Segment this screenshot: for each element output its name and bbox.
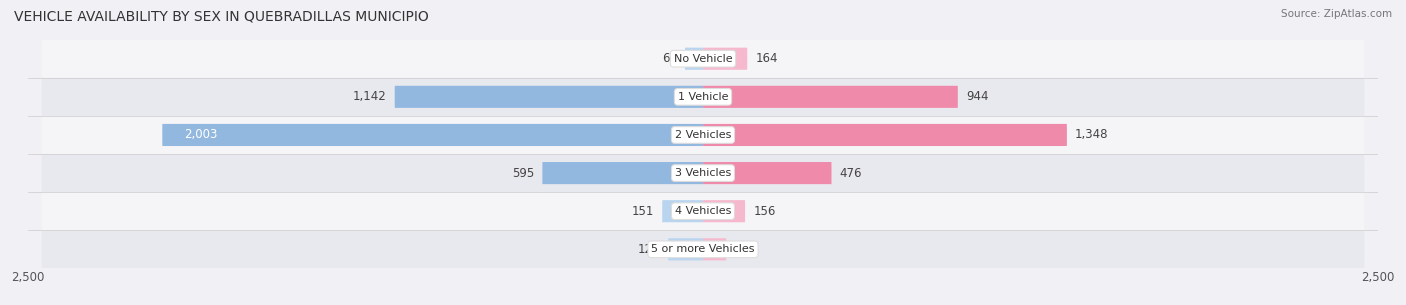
FancyBboxPatch shape [662, 200, 703, 222]
Text: 151: 151 [631, 205, 654, 218]
Text: Source: ZipAtlas.com: Source: ZipAtlas.com [1281, 9, 1392, 19]
Text: 67: 67 [662, 52, 676, 65]
FancyBboxPatch shape [42, 116, 1364, 154]
FancyBboxPatch shape [703, 200, 745, 222]
Text: 86: 86 [734, 243, 749, 256]
Text: 1,142: 1,142 [353, 90, 387, 103]
Text: 129: 129 [637, 243, 659, 256]
FancyBboxPatch shape [162, 124, 703, 146]
FancyBboxPatch shape [543, 162, 703, 184]
FancyBboxPatch shape [703, 238, 727, 260]
FancyBboxPatch shape [668, 238, 703, 260]
FancyBboxPatch shape [703, 48, 747, 70]
FancyBboxPatch shape [703, 162, 831, 184]
Text: 3 Vehicles: 3 Vehicles [675, 168, 731, 178]
FancyBboxPatch shape [703, 86, 957, 108]
FancyBboxPatch shape [685, 48, 703, 70]
Text: 1 Vehicle: 1 Vehicle [678, 92, 728, 102]
FancyBboxPatch shape [703, 124, 1067, 146]
FancyBboxPatch shape [42, 230, 1364, 268]
Text: VEHICLE AVAILABILITY BY SEX IN QUEBRADILLAS MUNICIPIO: VEHICLE AVAILABILITY BY SEX IN QUEBRADIL… [14, 9, 429, 23]
Text: 2,003: 2,003 [184, 128, 218, 142]
Text: 944: 944 [966, 90, 988, 103]
FancyBboxPatch shape [42, 40, 1364, 78]
Text: 2 Vehicles: 2 Vehicles [675, 130, 731, 140]
FancyBboxPatch shape [42, 154, 1364, 192]
Text: 476: 476 [839, 167, 862, 180]
Text: 595: 595 [512, 167, 534, 180]
Text: 4 Vehicles: 4 Vehicles [675, 206, 731, 216]
FancyBboxPatch shape [42, 192, 1364, 230]
FancyBboxPatch shape [42, 78, 1364, 116]
FancyBboxPatch shape [395, 86, 703, 108]
Text: 164: 164 [755, 52, 778, 65]
Legend: Male, Female: Male, Female [630, 303, 776, 305]
Text: 5 or more Vehicles: 5 or more Vehicles [651, 244, 755, 254]
Text: 1,348: 1,348 [1076, 128, 1108, 142]
Text: 156: 156 [754, 205, 776, 218]
Text: No Vehicle: No Vehicle [673, 54, 733, 64]
